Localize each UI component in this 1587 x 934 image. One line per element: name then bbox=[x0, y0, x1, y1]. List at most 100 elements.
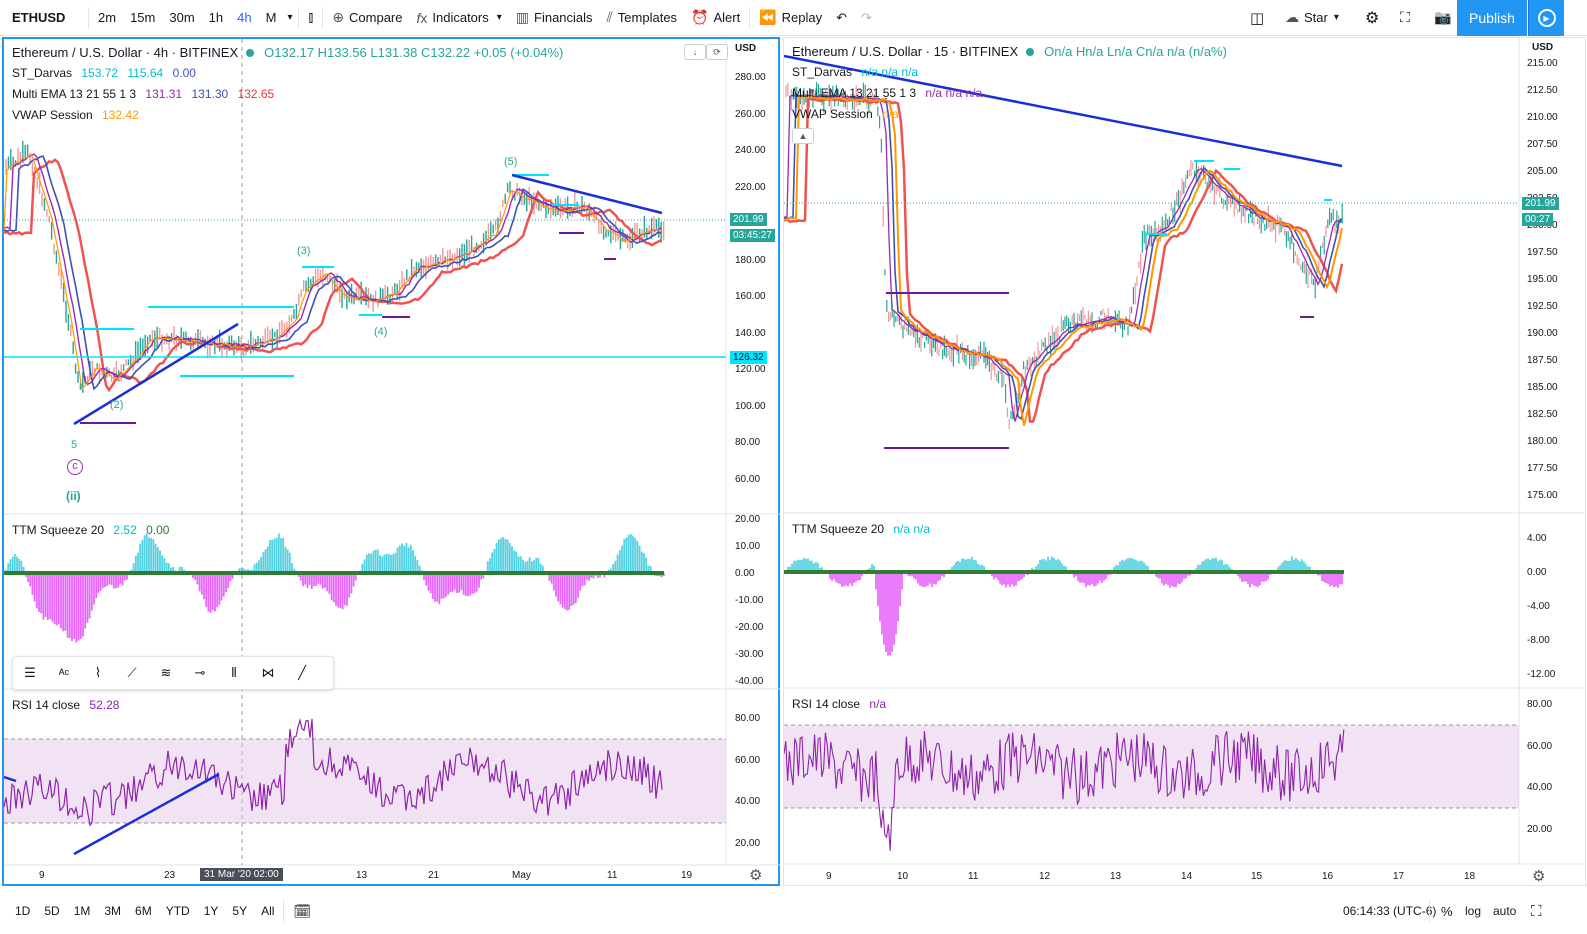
ttm-tick-label: -30.00 bbox=[735, 649, 764, 660]
line-tool-icon[interactable]: ╱ bbox=[298, 665, 306, 680]
pattern-icon[interactable]: ⋈ bbox=[261, 665, 275, 680]
time-tick-label: 9 bbox=[39, 870, 45, 881]
abc-pattern-icon[interactable]: ᴬᶜ bbox=[58, 665, 70, 681]
auto-scale-toggle[interactable]: auto bbox=[1493, 904, 1517, 918]
alert-button[interactable]: ⏰ Alert bbox=[684, 0, 747, 36]
left-axis-gear-icon[interactable]: ⚙ bbox=[749, 867, 763, 884]
range-5y-button[interactable]: 5Y bbox=[232, 904, 248, 918]
camera-icon: 📷 bbox=[1434, 9, 1452, 25]
replay-button[interactable]: ⏪ Replay bbox=[752, 0, 829, 36]
clock-display[interactable]: 06:14:33 (UTC-6) bbox=[1343, 904, 1437, 918]
range-5d-button[interactable]: 5D bbox=[44, 904, 60, 918]
wave-label: (3) bbox=[297, 245, 311, 257]
layout-button[interactable]: ◫ bbox=[1243, 0, 1271, 36]
reset-scale-icon[interactable]: ⟳ bbox=[706, 44, 728, 60]
price-tick-label: 215.00 bbox=[1527, 58, 1558, 69]
interval-15m[interactable]: 15m bbox=[130, 10, 156, 25]
left-symbol-title[interactable]: Ethereum / U.S. Dollar · 4h · BITFINEX bbox=[12, 45, 239, 60]
rsi-legend[interactable]: RSI 14 close n/a bbox=[792, 697, 886, 711]
financials-label: Financials bbox=[534, 10, 593, 25]
chart-style-candles-button[interactable]: ⫾ bbox=[301, 0, 320, 36]
compare-button[interactable]: ⊕ Compare bbox=[325, 0, 409, 36]
divider bbox=[749, 6, 751, 29]
collapse-legend-chevron-up-icon[interactable]: ▲ bbox=[792, 128, 814, 144]
darvas-legend[interactable]: ST_Darvas n/a n/a n/a bbox=[792, 65, 918, 79]
range-3m-button[interactable]: 3M bbox=[104, 904, 122, 918]
star-button[interactable]: ☁ Star ▾ bbox=[1278, 0, 1346, 36]
rsi-trend-line bbox=[4, 775, 17, 783]
ttm-legend[interactable]: TTM Squeeze 20 n/a n/a bbox=[792, 522, 930, 536]
price-tick-label: 190.00 bbox=[1527, 328, 1558, 339]
darvas-values: n/a n/a n/a bbox=[861, 65, 919, 79]
range-1y-button[interactable]: 1Y bbox=[203, 904, 219, 918]
range-ytd-button[interactable]: YTD bbox=[165, 904, 190, 918]
left-chart-canvas[interactable] bbox=[4, 39, 780, 886]
vwap-legend[interactable]: VWAP Session n/a bbox=[792, 107, 899, 121]
fullscreen-icon: ⛶ bbox=[1400, 9, 1410, 25]
rsi-tick-label: 60.00 bbox=[1527, 740, 1553, 752]
replay-label: Replay bbox=[781, 10, 823, 25]
left-chart-pane[interactable]: Ethereum / U.S. Dollar · 4h · BITFINEX O1… bbox=[2, 37, 780, 886]
vwap-legend[interactable]: VWAP Session 132.42 bbox=[12, 108, 139, 122]
wave-label: (2) bbox=[110, 399, 124, 411]
trend-line bbox=[73, 322, 239, 426]
interval-1h[interactable]: 1h bbox=[208, 10, 224, 25]
scroll-down-arrow-icon[interactable]: ↓ bbox=[684, 44, 706, 60]
fib-retracement-icon[interactable]: ≋ bbox=[160, 665, 172, 680]
interval-30m[interactable]: 30m bbox=[169, 10, 195, 25]
interval-2m[interactable]: 2m bbox=[98, 10, 117, 25]
horizontal-ray-icon[interactable]: ⊸ bbox=[194, 665, 206, 680]
wave-label: (4) bbox=[374, 326, 388, 338]
range-1m-button[interactable]: 1M bbox=[73, 904, 91, 918]
rsi-tick-label: 80.00 bbox=[735, 713, 761, 724]
elliott-wave-icon[interactable]: ⌇ bbox=[94, 665, 102, 680]
maximize-icon[interactable]: ⛶ bbox=[1531, 902, 1542, 920]
interval-4h[interactable]: 4h bbox=[237, 10, 252, 25]
vwap-label: VWAP Session bbox=[12, 108, 93, 122]
horizontal-lines-icon[interactable]: ☰ bbox=[24, 665, 36, 680]
time-tick-label: 10 bbox=[897, 871, 909, 882]
long-position-icon[interactable]: ⦀ bbox=[231, 665, 237, 680]
fullscreen-button[interactable]: ⛶ bbox=[1393, 0, 1417, 36]
settings-button[interactable]: ⚙ bbox=[1358, 0, 1386, 36]
ttm-legend[interactable]: TTM Squeeze 20 2.52 0.00 bbox=[12, 523, 169, 537]
snapshot-button[interactable]: 📷 bbox=[1427, 0, 1458, 36]
range-1d-button[interactable]: 1D bbox=[15, 904, 31, 918]
goto-date-button[interactable]: 🗓 bbox=[286, 903, 318, 920]
trend-line-icon[interactable]: ⟋ bbox=[127, 665, 137, 680]
ema-legend[interactable]: Multi EMA 13 21 55 1 3 131.31 131.30 132… bbox=[12, 87, 274, 101]
percent-scale-toggle[interactable]: % bbox=[1441, 903, 1453, 919]
ema-legend[interactable]: Multi EMA 13 21 55 1 3 n/a n/a n/a bbox=[792, 86, 982, 100]
right-chart-canvas[interactable] bbox=[784, 38, 1585, 885]
rsi-value: n/a bbox=[869, 697, 887, 711]
interval-month[interactable]: M bbox=[265, 10, 277, 25]
indicators-button[interactable]: fx Indicators ▾ bbox=[409, 0, 508, 36]
redo-button[interactable]: ↷ bbox=[854, 0, 879, 36]
range-6m-button[interactable]: 6M bbox=[135, 904, 152, 918]
right-axis-gear-icon[interactable]: ⚙ bbox=[1532, 868, 1546, 885]
right-chart-pane[interactable]: Ethereum / U.S. Dollar · 15 · BITFINEX On… bbox=[783, 37, 1586, 886]
financials-button[interactable]: ▥ Financials bbox=[509, 0, 600, 36]
darvas-legend[interactable]: ST_Darvas 153.72 115.64 0.00 bbox=[12, 66, 196, 80]
publish-play-button[interactable]: ▶ bbox=[1528, 0, 1564, 36]
undo-button[interactable]: ↶ bbox=[829, 0, 854, 36]
divider bbox=[88, 6, 89, 29]
rsi-legend[interactable]: RSI 14 close 52.28 bbox=[12, 698, 119, 712]
darvas-value-3: 0.00 bbox=[172, 66, 196, 80]
range-all-button[interactable]: All bbox=[261, 904, 275, 918]
divider bbox=[298, 6, 300, 29]
price-tick-label: 180.00 bbox=[735, 254, 766, 266]
price-tick-label: 120.00 bbox=[735, 364, 766, 375]
hline-price-tag: 126.32 bbox=[730, 351, 767, 364]
publish-button[interactable]: Publish bbox=[1457, 0, 1527, 36]
right-symbol-title[interactable]: Ethereum / U.S. Dollar · 15 · BITFINEX bbox=[792, 44, 1019, 59]
price-tick-label: 177.50 bbox=[1527, 463, 1558, 474]
darvas-value-1: 153.72 bbox=[81, 66, 119, 80]
divider bbox=[322, 6, 324, 29]
interval-dropdown-chevron-icon[interactable]: ▾ bbox=[287, 12, 293, 23]
log-scale-toggle[interactable]: log bbox=[1465, 904, 1482, 918]
templates-button[interactable]: ⫽ Templates bbox=[600, 0, 685, 36]
symbol-search-button[interactable]: ETHUSD bbox=[12, 10, 66, 25]
right-currency-label: USD bbox=[1532, 42, 1554, 53]
